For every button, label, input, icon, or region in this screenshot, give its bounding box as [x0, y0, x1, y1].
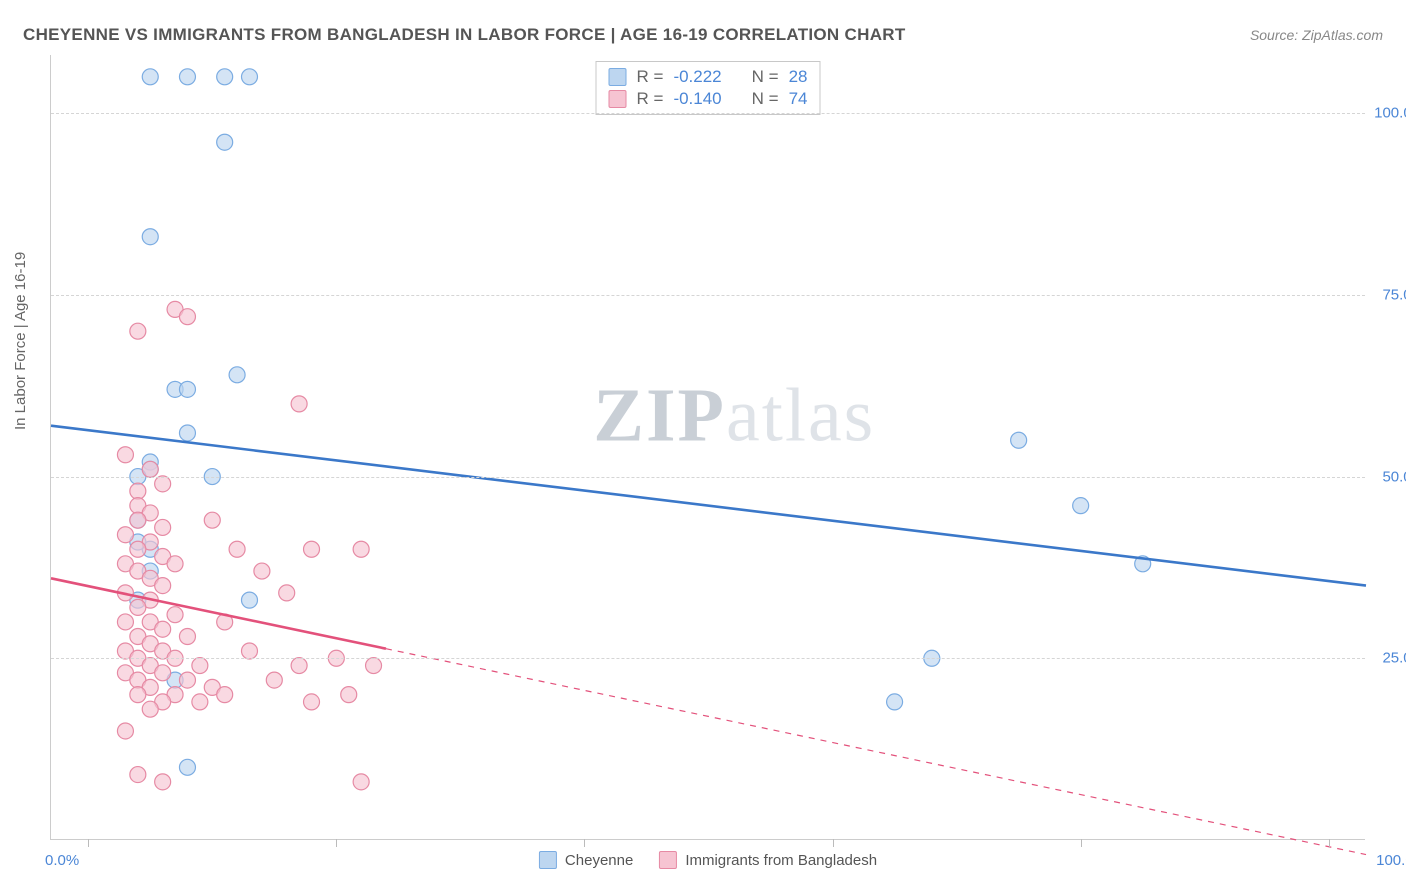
y-tick-label: 25.0%: [1382, 650, 1406, 667]
data-point: [1011, 432, 1027, 448]
trend-line-dashed: [386, 649, 1366, 855]
data-point: [304, 541, 320, 557]
data-point: [353, 541, 369, 557]
data-point: [217, 134, 233, 150]
data-point: [155, 774, 171, 790]
x-tick-label: 100.0%: [1376, 852, 1406, 869]
x-tick: [336, 839, 337, 847]
data-point: [130, 512, 146, 528]
data-point: [142, 461, 158, 477]
data-point: [117, 447, 133, 463]
plot-svg: [51, 55, 1365, 839]
y-tick-label: 75.0%: [1382, 286, 1406, 303]
legend-label: Immigrants from Bangladesh: [685, 852, 877, 869]
data-point: [130, 483, 146, 499]
legend-label: Cheyenne: [565, 852, 633, 869]
data-point: [192, 694, 208, 710]
x-tick: [1329, 839, 1330, 847]
data-point: [291, 658, 307, 674]
data-point: [155, 476, 171, 492]
data-point: [241, 69, 257, 85]
data-point: [304, 694, 320, 710]
stats-box: R = -0.222N = 28R = -0.140N = 74: [596, 61, 821, 115]
data-point: [117, 527, 133, 543]
data-point: [179, 672, 195, 688]
data-point: [155, 519, 171, 535]
x-tick-label: 0.0%: [45, 852, 79, 869]
data-point: [179, 759, 195, 775]
data-point: [142, 69, 158, 85]
data-point: [130, 541, 146, 557]
data-point: [179, 69, 195, 85]
chart-title: CHEYENNE VS IMMIGRANTS FROM BANGLADESH I…: [23, 25, 906, 45]
data-point: [229, 367, 245, 383]
data-point: [179, 381, 195, 397]
y-tick-label: 50.0%: [1382, 468, 1406, 485]
data-point: [229, 541, 245, 557]
correlation-chart: ZIPatlas R = -0.222N = 28R = -0.140N = 7…: [50, 55, 1365, 840]
stat-swatch: [609, 90, 627, 108]
x-tick: [833, 839, 834, 847]
trend-line: [51, 426, 1366, 586]
data-point: [291, 396, 307, 412]
data-point: [167, 556, 183, 572]
legend: Cheyenne Immigrants from Bangladesh: [539, 851, 877, 869]
data-point: [155, 578, 171, 594]
data-point: [204, 512, 220, 528]
stat-swatch: [609, 68, 627, 86]
y-axis-label: In Labor Force | Age 16-19: [12, 252, 29, 430]
data-point: [117, 614, 133, 630]
data-point: [130, 767, 146, 783]
data-point: [279, 585, 295, 601]
gridline: [51, 295, 1365, 296]
data-point: [241, 643, 257, 659]
y-tick-label: 100.0%: [1374, 105, 1406, 122]
data-point: [341, 687, 357, 703]
chart-source: Source: ZipAtlas.com: [1250, 27, 1383, 43]
data-point: [1073, 498, 1089, 514]
gridline: [51, 113, 1365, 114]
data-point: [117, 723, 133, 739]
data-point: [241, 592, 257, 608]
legend-swatch: [539, 851, 557, 869]
data-point: [179, 309, 195, 325]
data-point: [179, 628, 195, 644]
data-point: [353, 774, 369, 790]
data-point: [155, 665, 171, 681]
gridline: [51, 477, 1365, 478]
data-point: [142, 701, 158, 717]
gridline: [51, 658, 1365, 659]
legend-item: Cheyenne: [539, 851, 633, 869]
legend-swatch: [659, 851, 677, 869]
data-point: [142, 229, 158, 245]
x-tick: [1081, 839, 1082, 847]
data-point: [130, 687, 146, 703]
data-point: [254, 563, 270, 579]
data-point: [217, 687, 233, 703]
x-tick: [584, 839, 585, 847]
data-point: [155, 621, 171, 637]
trend-line: [51, 578, 386, 648]
chart-header: CHEYENNE VS IMMIGRANTS FROM BANGLADESH I…: [23, 25, 1383, 45]
x-tick: [88, 839, 89, 847]
stat-row: R = -0.140N = 74: [609, 88, 808, 110]
data-point: [167, 607, 183, 623]
stat-row: R = -0.222N = 28: [609, 66, 808, 88]
data-point: [192, 658, 208, 674]
data-point: [217, 69, 233, 85]
data-point: [366, 658, 382, 674]
data-point: [130, 323, 146, 339]
data-point: [179, 425, 195, 441]
data-point: [130, 599, 146, 615]
legend-item: Immigrants from Bangladesh: [659, 851, 877, 869]
data-point: [887, 694, 903, 710]
data-point: [266, 672, 282, 688]
